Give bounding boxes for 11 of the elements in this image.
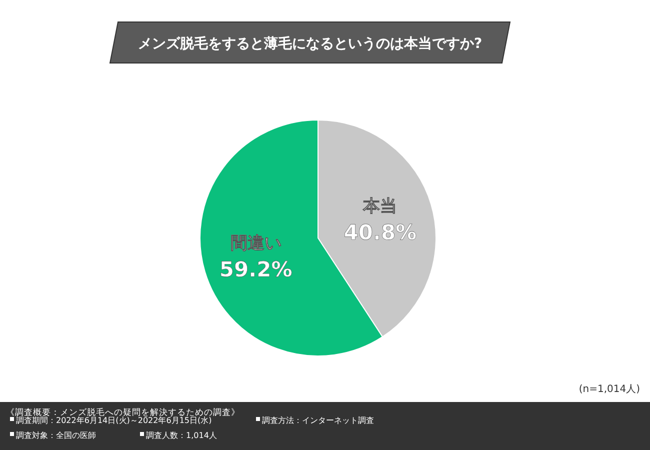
- data-label: 40.8%: [344, 220, 417, 244]
- text: 調査人数：1,014人: [146, 431, 217, 440]
- text: (n=1,014人): [578, 384, 640, 395]
- slice-label: 本当: [362, 196, 398, 216]
- data-label: 59.2%: [219, 258, 292, 282]
- text: 調査対象：全国の医師: [16, 431, 96, 440]
- slice-label: 間違い: [230, 234, 282, 254]
- text: 調査方法：インターネット調査: [262, 416, 374, 425]
- text: 《調査概要：メンズ脱毛への疑問を解決するための調査》: [6, 407, 240, 418]
- text: 調査期間：2022年6月14日(火)～2022年6月15日(水): [16, 416, 212, 425]
- chart-title: メンズ脱毛をすると薄毛になるというのは本当ですか?: [138, 35, 482, 52]
